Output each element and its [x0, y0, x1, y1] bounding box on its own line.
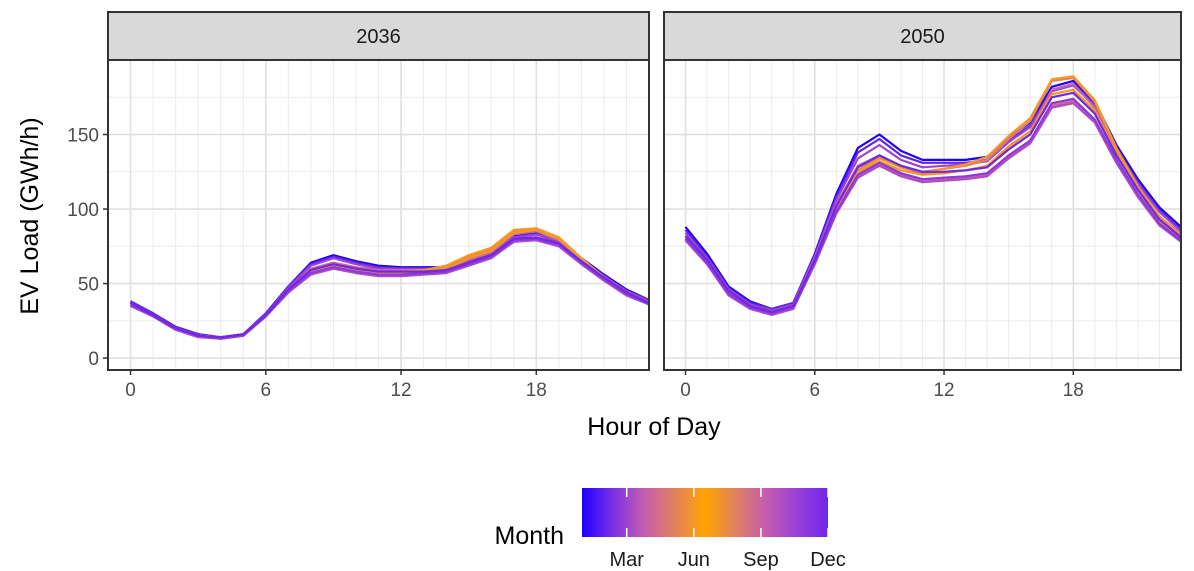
- x-tick-label: 0: [125, 380, 136, 401]
- legend: Month Mar Jun Sep Dec: [495, 488, 846, 571]
- plot-area: 0 6 12 18 0 50 100 150: [67, 59, 650, 401]
- y-tick-label: 50: [78, 275, 99, 296]
- y-axis-title: EV Load (GWh/h): [16, 117, 44, 314]
- x-tick-label: 18: [1063, 380, 1084, 401]
- series-line-month-10: [684, 102, 1182, 316]
- panel-border: [663, 59, 1182, 371]
- strip-label: 2050: [900, 26, 945, 48]
- x-tick-label: 18: [526, 380, 547, 401]
- strip-label: 2036: [356, 26, 401, 48]
- series-line-month-11: [129, 237, 650, 340]
- legend-colorbar: [582, 488, 828, 537]
- legend-tick-label: Sep: [743, 549, 779, 571]
- x-tick-label: 0: [680, 380, 691, 401]
- legend-tick-label: Mar: [610, 549, 645, 571]
- x-tick-label: 12: [390, 380, 411, 401]
- panel-border: [107, 59, 650, 371]
- series-line-month-12: [129, 236, 650, 339]
- x-axis-title: Hour of Day: [587, 413, 721, 441]
- facet-panel-2: 2050 0 6 12 18: [663, 11, 1182, 401]
- strip-background: [663, 11, 1182, 61]
- series-line-month-11: [684, 97, 1182, 315]
- legend-title: Month: [495, 522, 564, 550]
- x-tick-label: 6: [261, 380, 272, 401]
- strip-background: [107, 11, 650, 61]
- x-tick-label: 6: [810, 380, 821, 401]
- plot-area: 0 6 12 18: [663, 59, 1182, 401]
- legend-tick-label: Dec: [810, 549, 846, 571]
- series-line-month-12: [684, 91, 1182, 313]
- y-tick-label: 150: [67, 126, 99, 147]
- legend-tick-label: Jun: [678, 549, 710, 571]
- y-tick-label: 100: [67, 200, 99, 221]
- facet-panel-1: 2036 0 6 12 18 0 50 100 150: [67, 11, 650, 401]
- x-tick-label: 12: [933, 380, 954, 401]
- legend-ticks: Mar Jun Sep Dec: [610, 488, 846, 571]
- y-tick-label: 0: [88, 349, 99, 370]
